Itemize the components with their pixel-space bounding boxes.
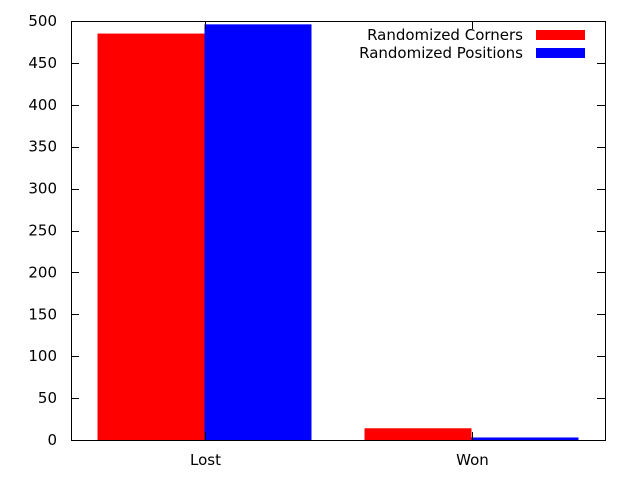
x-tick-label-lost: Lost xyxy=(190,451,221,469)
y-tick-label: 50 xyxy=(38,389,57,407)
y-tick-label: 200 xyxy=(28,263,57,281)
x-tick-label-won: Won xyxy=(456,451,489,469)
bar-won-series-2 xyxy=(471,437,579,440)
y-tick-label: 450 xyxy=(28,54,57,72)
bar-won-series-1 xyxy=(364,428,472,440)
legend-swatch-series-1 xyxy=(536,30,585,40)
legend-label-series-2: Randomized Positions xyxy=(359,44,523,62)
legend-swatch-series-2 xyxy=(536,48,585,58)
bar-lost-series-1 xyxy=(97,33,205,440)
bar-lost-series-2 xyxy=(204,24,312,441)
y-tick-label: 400 xyxy=(28,96,57,114)
y-tick-label: 500 xyxy=(28,12,57,30)
bars-layer xyxy=(97,24,579,441)
legend-label-series-1: Randomized Corners xyxy=(367,26,523,44)
y-tick-label: 250 xyxy=(28,222,57,240)
y-tick-label: 0 xyxy=(47,431,57,449)
axes-layer: 0 50 100 150 200 250 300 350 400 450 500 Lost Won xyxy=(28,12,606,469)
y-tick-label: 100 xyxy=(28,347,57,365)
y-tick-label: 300 xyxy=(28,180,57,198)
y-tick-label: 150 xyxy=(28,305,57,323)
y-tick-label: 350 xyxy=(28,138,57,156)
